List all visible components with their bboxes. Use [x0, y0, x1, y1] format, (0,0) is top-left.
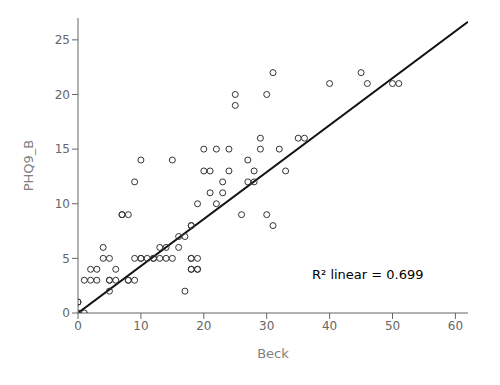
svg-text:PHQ9_B: PHQ9_B	[21, 140, 36, 192]
svg-text:5: 5	[62, 252, 70, 266]
svg-text:Beck: Beck	[257, 346, 289, 361]
svg-text:40: 40	[322, 319, 337, 333]
svg-text:50: 50	[385, 319, 400, 333]
svg-text:20: 20	[55, 88, 70, 102]
svg-text:0: 0	[74, 319, 82, 333]
svg-text:10: 10	[55, 197, 70, 211]
svg-text:0: 0	[62, 306, 70, 320]
svg-text:25: 25	[55, 33, 70, 47]
svg-text:20: 20	[196, 319, 211, 333]
svg-text:15: 15	[55, 142, 70, 156]
svg-text:60: 60	[448, 319, 463, 333]
svg-text:10: 10	[133, 319, 148, 333]
svg-text:30: 30	[259, 319, 274, 333]
html-text:R² linear = 0.699: R² linear = 0.699	[312, 267, 424, 283]
